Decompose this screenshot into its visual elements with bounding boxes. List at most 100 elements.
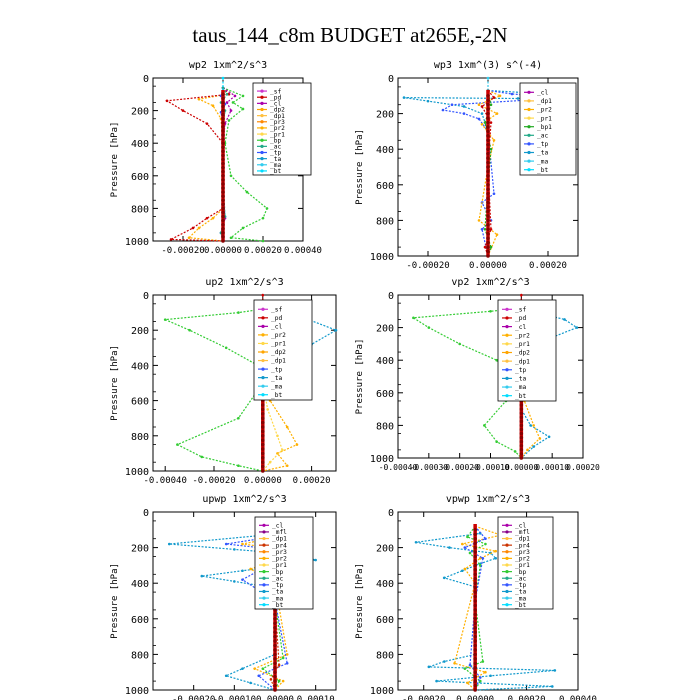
legend-marker: [262, 556, 266, 560]
legend-entry: _ta: [272, 589, 283, 596]
zero-profile-point: [486, 116, 490, 120]
data-point_bp: [261, 239, 265, 243]
zero-profile-point: [519, 403, 524, 407]
data-point_pr2: [532, 424, 535, 427]
zero-profile-point: [221, 153, 225, 158]
legend-entry: _pr4: [515, 542, 530, 549]
data-point_bp1: [483, 121, 487, 124]
zero-profile-point: [221, 108, 225, 113]
y-axis-label: Pressure [hPa]: [110, 563, 120, 639]
legend-entry: _ma: [270, 162, 281, 169]
legend-entry: _ma: [515, 595, 526, 602]
legend-marker: [261, 333, 265, 337]
zero-profile-point: [261, 425, 265, 429]
legend-marker: [505, 576, 509, 580]
y-tick-label: 600: [376, 615, 394, 626]
y-tick-label: 200: [131, 544, 149, 555]
zero-profile-point: [273, 679, 277, 683]
zero-profile-point: [473, 670, 477, 674]
data-point_pr4: [269, 678, 273, 681]
zero-profile-point: [221, 125, 225, 129]
data-point_tp: [224, 542, 228, 546]
x-tick-label: 0.00010: [297, 695, 335, 700]
data-point_pr2: [197, 226, 201, 230]
legend-marker: [505, 596, 509, 600]
legend-marker: [260, 169, 264, 173]
legend-entry: _ta: [515, 376, 526, 383]
zero-profile-point: [473, 576, 477, 581]
data-point_bp: [463, 667, 467, 670]
data-point_ta: [494, 556, 498, 560]
legend-entry: _sf: [271, 306, 282, 313]
legend-marker: [260, 95, 264, 99]
legend-marker: [505, 307, 509, 311]
data-point_ta: [435, 679, 438, 683]
y-tick-label: 400: [376, 145, 394, 156]
legend-entry: _tp: [272, 582, 283, 589]
legend: _sf_pd _cl_pr2 _pr1 _dp2_dp1 _tp _ta_ma _bt: [497, 299, 557, 402]
data-point_pr2: [463, 567, 467, 571]
zero-profile-point: [519, 415, 524, 420]
legend-entry: _pr3: [515, 549, 530, 556]
zero-profile-point: [486, 254, 490, 258]
data-point_ta: [167, 542, 171, 546]
y-tick-label: 1000: [370, 252, 394, 263]
x-tick-label: -0.00020: [172, 695, 215, 700]
zero-profile-point: [486, 107, 490, 111]
legend-marker: [505, 394, 509, 398]
legend-entry: _pr2: [271, 332, 286, 339]
data-point_pr2: [197, 97, 201, 101]
zero-profile-point: [221, 169, 225, 174]
panel-title: upwp 1xm^2/s^3: [202, 494, 286, 505]
zero-profile-point: [473, 532, 477, 537]
data-point_ta: [224, 674, 228, 678]
data-point_pr2: [477, 219, 481, 222]
zero-profile-point: [273, 643, 277, 648]
data-point_tp: [510, 92, 514, 96]
y-tick-label: 400: [131, 361, 149, 372]
legend-marker: [262, 530, 266, 534]
data-point_bp: [188, 328, 191, 332]
data-point_bp: [245, 190, 249, 194]
data-point_bp: [458, 342, 461, 346]
data-point_pd: [191, 226, 195, 230]
legend-marker: [527, 107, 531, 112]
data-point_bp: [484, 542, 487, 546]
legend-marker: [262, 536, 266, 541]
zero-profile-point: [221, 222, 225, 227]
zero-profile-point: [519, 439, 524, 444]
legend-marker: [260, 132, 264, 136]
y-tick-label: 800: [376, 421, 394, 432]
data-point_ta: [547, 435, 551, 439]
legend-entry: _tp: [537, 141, 548, 148]
legend-entry: _dp1: [515, 536, 530, 543]
legend-entry: _ma: [272, 595, 283, 602]
legend-marker: [262, 563, 266, 567]
zero-profile-point: [486, 147, 490, 151]
y-tick-label: 200: [376, 324, 394, 335]
zero-profile-point: [486, 183, 490, 187]
panel-vpwp: vpwp 1xm^2/s^3 Pressure [hPa] 0 200 400 600 80…: [355, 494, 597, 700]
legend-entry: _tp: [515, 582, 526, 589]
legend-marker: [527, 142, 531, 146]
data-point_cl: [489, 121, 493, 124]
legend-marker: [527, 116, 531, 120]
zero-profile-point: [519, 407, 524, 411]
legend-entry: _bt: [515, 393, 526, 400]
legend-entry: _pr1: [515, 341, 530, 348]
legend-entry: _pr2: [272, 556, 287, 563]
legend-entry: _bt: [271, 392, 282, 399]
zero-profile-point: [486, 98, 490, 103]
legend-entry: _pr1: [515, 562, 530, 569]
data-point_tp: [478, 676, 482, 679]
legend-entry: _mfl: [515, 529, 530, 536]
legend-entry: _bt: [537, 167, 548, 174]
zero-profile-point: [486, 245, 490, 249]
data-point_pr2: [495, 233, 499, 236]
legend-marker: [262, 543, 266, 547]
zero-profile-point: [486, 151, 490, 156]
data-point_tp: [477, 117, 481, 121]
data-point_bp: [224, 346, 228, 350]
zero-profile-point: [486, 160, 490, 165]
y-tick-label: 1000: [125, 237, 149, 248]
